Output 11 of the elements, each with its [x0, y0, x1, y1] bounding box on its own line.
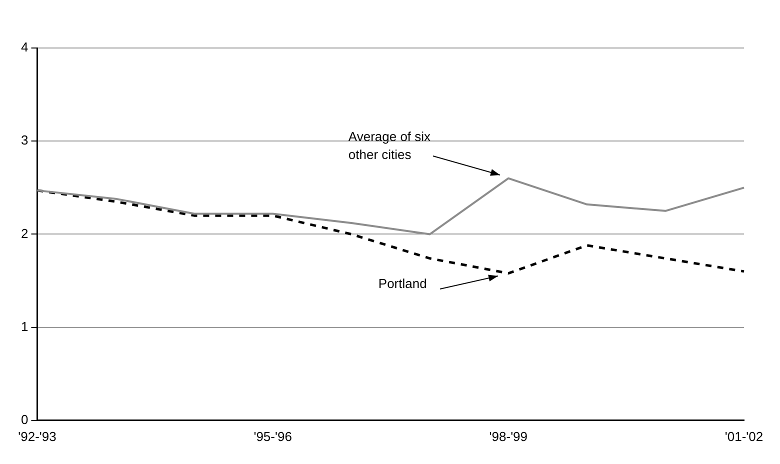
x-tick-label: '92-'93 — [18, 428, 56, 444]
y-tick-label: 0 — [20, 412, 28, 427]
y-tick-label: 4 — [20, 40, 28, 55]
text: Average of six other cities — [348, 128, 432, 164]
y-tick-label: 2 — [20, 226, 28, 241]
x-tick-label: '01-'02 — [724, 428, 764, 444]
x-tick-label: '95-'96 — [254, 428, 292, 444]
y-tick-label: 3 — [20, 132, 28, 148]
y-tick-label: 1 — [20, 318, 28, 334]
legend-label: Portland — [378, 275, 428, 294]
x-tick-label: '98-'99 — [489, 428, 528, 444]
